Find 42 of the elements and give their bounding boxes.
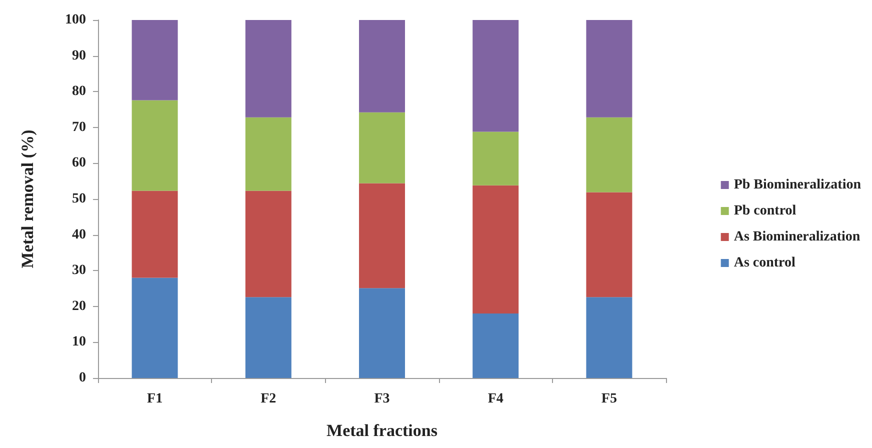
legend-label: As control bbox=[734, 256, 796, 270]
bar bbox=[586, 297, 632, 378]
y-tick-label: 20 bbox=[72, 298, 86, 314]
bar bbox=[245, 297, 292, 378]
bar bbox=[245, 117, 292, 191]
legend-label: Pb Biomineralization bbox=[734, 178, 862, 192]
bar bbox=[472, 314, 519, 378]
y-tick-label: 50 bbox=[72, 192, 86, 206]
x-tick-label: F1 bbox=[147, 392, 163, 406]
y-tick-label: 10 bbox=[72, 334, 86, 350]
bar bbox=[472, 20, 519, 132]
bar bbox=[586, 192, 632, 298]
bar bbox=[586, 20, 632, 118]
y-tick-label: 40 bbox=[72, 227, 86, 242]
y-tick-label: 90 bbox=[72, 48, 86, 64]
y-tick-label: 70 bbox=[72, 120, 86, 135]
legend-label: As Biomineralization bbox=[734, 230, 860, 244]
y-tick-label: 80 bbox=[72, 84, 86, 100]
y-tick-label: 30 bbox=[72, 263, 86, 278]
bar bbox=[359, 112, 405, 184]
bar bbox=[359, 183, 405, 288]
x-tick-label: F5 bbox=[601, 392, 617, 406]
legend-label: Pb control bbox=[734, 204, 796, 218]
y-tick-label: 60 bbox=[72, 156, 86, 171]
y-tick-label: 100 bbox=[65, 12, 86, 28]
bar bbox=[132, 100, 178, 191]
bar bbox=[359, 288, 405, 378]
bar bbox=[245, 20, 292, 118]
x-tick-label: F4 bbox=[488, 392, 504, 406]
bar bbox=[472, 132, 519, 186]
bar bbox=[132, 20, 178, 100]
bar bbox=[245, 190, 292, 298]
y-tick-label: 0 bbox=[79, 370, 86, 386]
bar bbox=[472, 185, 519, 314]
bar bbox=[586, 117, 632, 192]
x-tick-label: F2 bbox=[260, 392, 276, 406]
y-axis-title: Metal removal (%) bbox=[18, 130, 37, 268]
bar bbox=[359, 20, 405, 112]
bar bbox=[132, 190, 178, 278]
x-tick-label: F3 bbox=[374, 392, 390, 406]
bar bbox=[132, 278, 178, 378]
x-axis-title: Metal fractions bbox=[326, 421, 438, 440]
